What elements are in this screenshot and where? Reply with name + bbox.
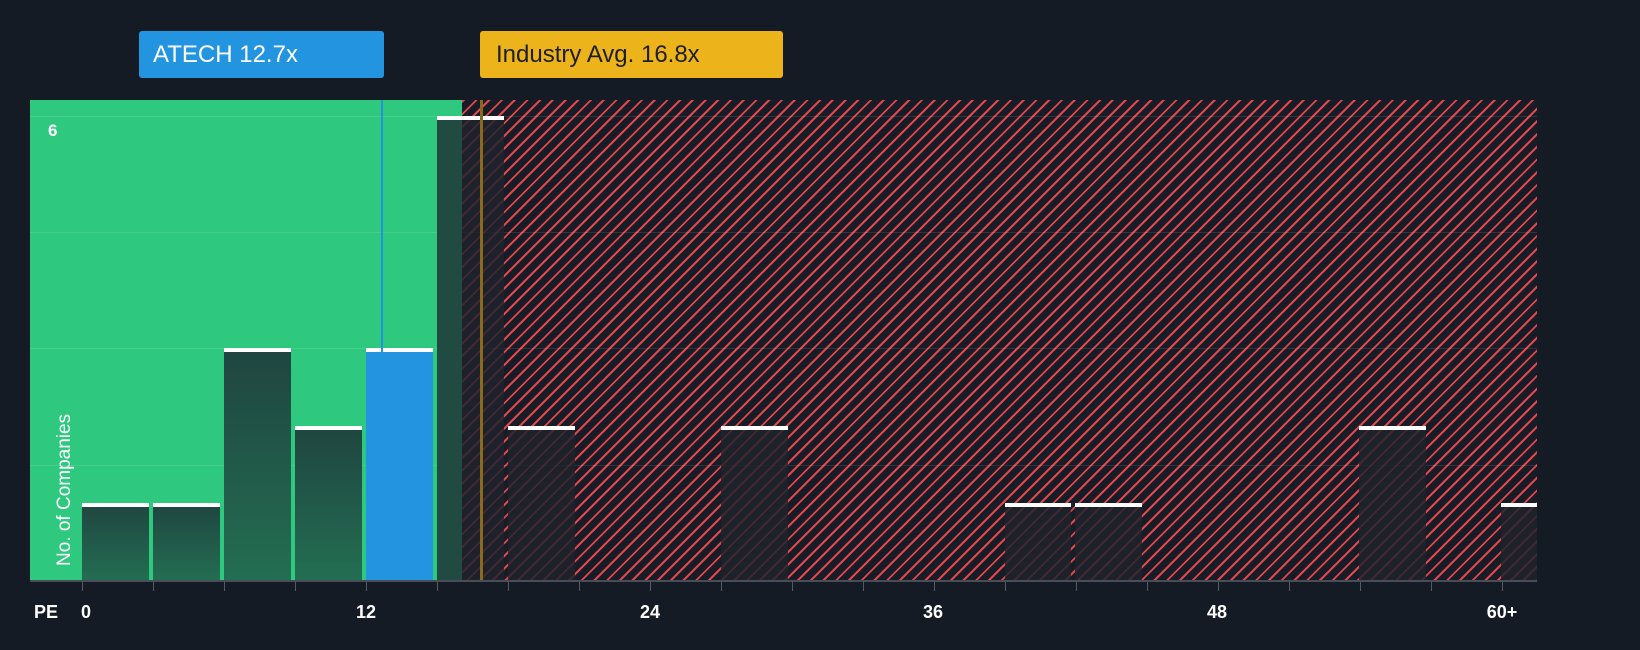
bar-cap [1359, 426, 1426, 430]
x-tick [792, 582, 793, 591]
bar-cap [1501, 503, 1537, 507]
company-pe-callout: ATECH 12.7x [139, 31, 384, 78]
x-tick [224, 582, 225, 591]
x-tick [1218, 582, 1219, 591]
histogram-bar-6-9[interactable] [224, 348, 291, 581]
bar-cap [295, 426, 362, 430]
x-tick-label: 0 [80, 602, 92, 622]
histogram-bar-0-3[interactable] [82, 503, 149, 581]
x-tick [1360, 582, 1361, 591]
histogram-bar-60-plus[interactable] [1501, 503, 1537, 581]
x-axis-line [30, 580, 1537, 582]
x-tick [721, 582, 722, 591]
y-tick-6: 6 [48, 121, 58, 140]
x-tick-label: 60+ [1486, 602, 1518, 622]
bar-cap [721, 426, 788, 430]
x-tick [1147, 582, 1148, 591]
x-tick [437, 582, 438, 591]
histogram-bar-54-57[interactable] [1359, 426, 1426, 581]
chart-plot-area: 6 [30, 100, 1537, 581]
bar-cap [508, 426, 575, 430]
x-tick [508, 582, 509, 591]
gridline [30, 232, 1537, 233]
histogram-bar-18-21[interactable] [508, 426, 575, 581]
x-tick [650, 582, 651, 591]
x-tick-label: 36 [922, 602, 944, 622]
x-tick [1076, 582, 1077, 591]
x-tick [153, 582, 154, 591]
bar-cap [437, 116, 504, 120]
overvalued-zone [462, 100, 1537, 581]
y-axis-label: No. of Companies [54, 413, 75, 566]
x-tick [366, 582, 367, 591]
x-tick [934, 582, 935, 591]
histogram-bar-12-15-company[interactable] [366, 348, 433, 581]
bar-cap [1075, 503, 1142, 507]
bar-cap [153, 503, 220, 507]
x-tick [1431, 582, 1432, 591]
x-tick-label: 24 [639, 602, 661, 622]
bar-cap [224, 348, 291, 352]
x-tick-label: 48 [1206, 602, 1228, 622]
x-tick [295, 582, 296, 591]
x-tick [1289, 582, 1290, 591]
company-pe-line [381, 100, 383, 581]
x-tick [1005, 582, 1006, 591]
industry-avg-line [480, 100, 483, 581]
gridline [30, 348, 1537, 349]
histogram-bar-42-45[interactable] [1075, 503, 1142, 581]
gridline [30, 116, 1537, 117]
x-tick [1502, 582, 1503, 591]
bar-cap [1005, 503, 1071, 507]
x-tick [863, 582, 864, 591]
histogram-bar-27-30[interactable] [721, 426, 788, 581]
histogram-bar-9-12[interactable] [295, 426, 362, 581]
x-tick [82, 582, 83, 591]
x-tick [579, 582, 580, 591]
bar-cap [82, 503, 149, 507]
x-axis-label: PE [34, 602, 59, 622]
histogram-bar-15-18[interactable] [437, 116, 504, 581]
histogram-bar-39-42[interactable] [1005, 503, 1071, 581]
industry-avg-callout: Industry Avg. 16.8x [480, 31, 783, 78]
histogram-bar-3-6[interactable] [153, 503, 220, 581]
x-tick-label: 12 [355, 602, 377, 622]
bar-cap [366, 348, 433, 352]
